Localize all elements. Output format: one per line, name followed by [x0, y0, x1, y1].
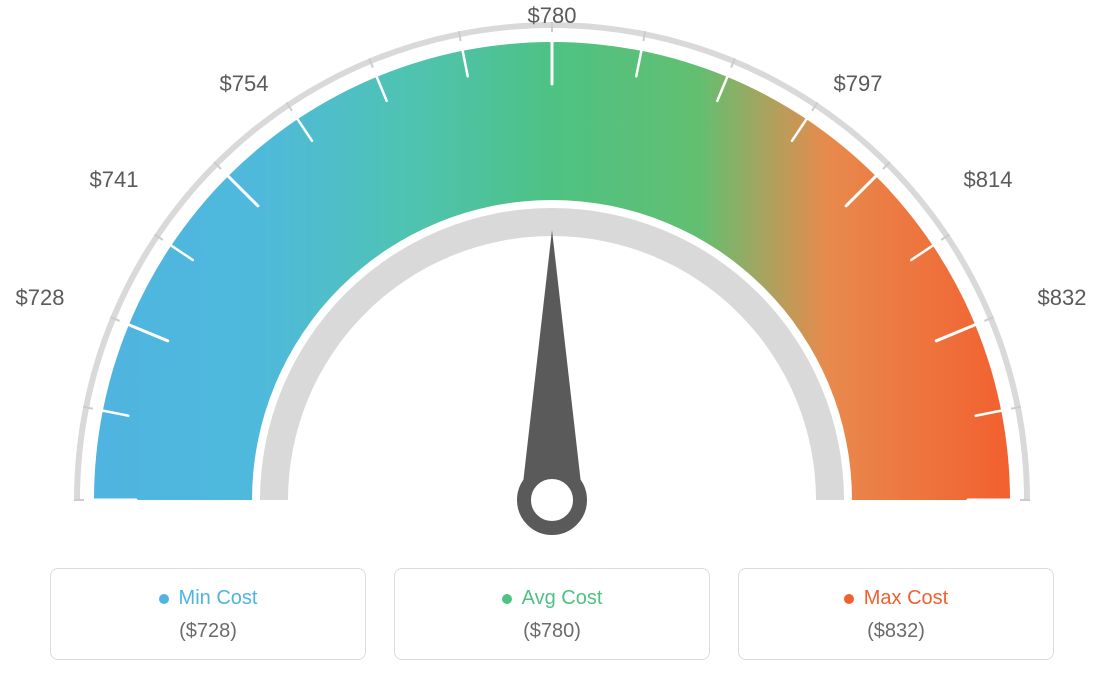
gauge-tick-label: $832: [1038, 285, 1087, 311]
legend-value-max: ($832): [749, 620, 1043, 643]
legend-card-max: Max Cost ($832): [738, 568, 1054, 660]
legend-title-min: Min Cost: [159, 587, 258, 610]
gauge-tick-label: $754: [220, 71, 269, 97]
legend-card-avg: Avg Cost ($780): [394, 568, 710, 660]
gauge-tick-label: $728: [16, 285, 65, 311]
legend-value-avg: ($780): [405, 620, 699, 643]
gauge-tick-label: $797: [834, 71, 883, 97]
dot-icon: [502, 594, 512, 604]
legend-label-min: Min Cost: [179, 587, 258, 610]
legend-card-min: Min Cost ($728): [50, 568, 366, 660]
legend-row: Min Cost ($728) Avg Cost ($780) Max Cost…: [50, 568, 1054, 660]
gauge-svg: [0, 0, 1104, 560]
dot-icon: [844, 594, 854, 604]
dot-icon: [159, 594, 169, 604]
legend-label-max: Max Cost: [864, 587, 948, 610]
legend-title-avg: Avg Cost: [502, 587, 603, 610]
gauge-tick-label: $780: [528, 3, 577, 29]
legend-title-max: Max Cost: [844, 587, 948, 610]
gauge-tick-label: $814: [964, 167, 1013, 193]
legend-value-min: ($728): [61, 620, 355, 643]
cost-gauge: $728 $741 $754 $780 $797 $814 $832: [0, 0, 1104, 560]
gauge-tick-label: $741: [90, 167, 139, 193]
legend-label-avg: Avg Cost: [522, 587, 603, 610]
